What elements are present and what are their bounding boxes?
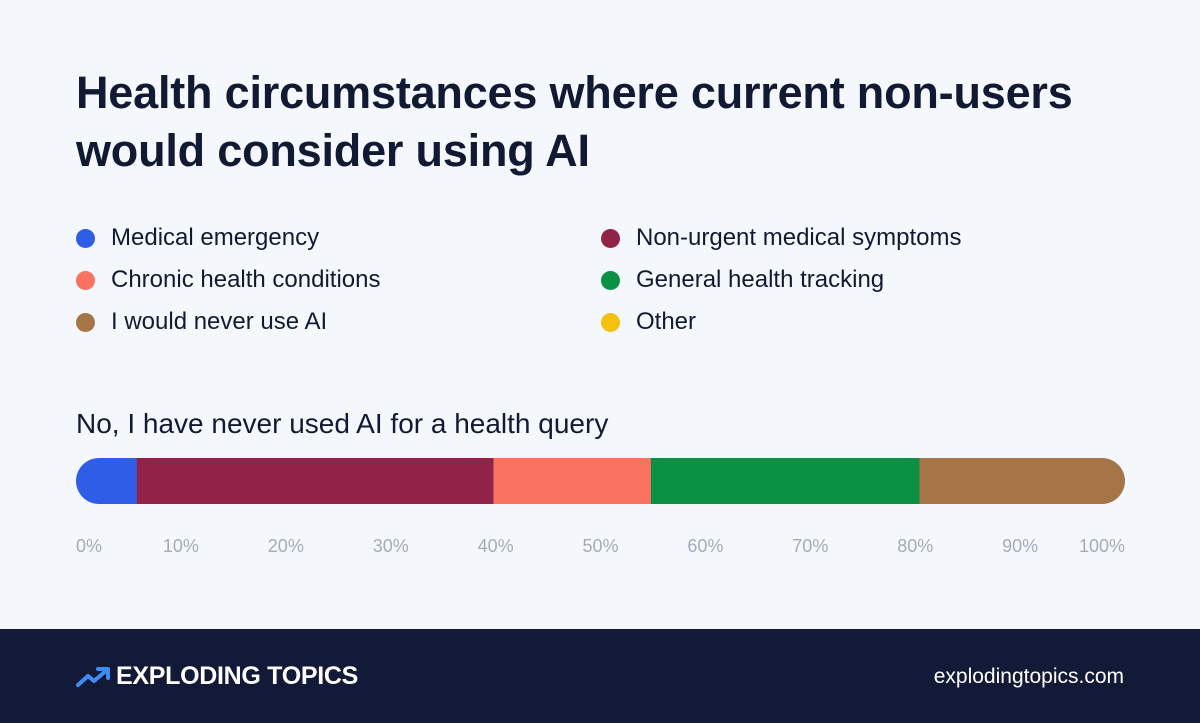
- x-tick-label: 70%: [792, 536, 829, 556]
- x-tick-label: 0%: [76, 536, 103, 556]
- x-tick-label: 10%: [162, 536, 199, 556]
- x-axis-ticks: 0% 10% 20% 30% 40% 50% 60% 70% 80% 90% 100%: [76, 536, 1125, 560]
- brand-name: EXPLODING TOPICS: [116, 662, 359, 690]
- bar-segment-non-urgent-medical-symptoms: [136, 458, 495, 504]
- legend-swatch: [76, 228, 95, 248]
- x-tick-label: 40%: [477, 536, 514, 556]
- bar-segment-i-would-never-use-ai: [919, 458, 1125, 504]
- x-tick-label: 30%: [372, 536, 409, 556]
- legend-label: General health tracking: [636, 266, 885, 293]
- x-tick-label: 50%: [582, 536, 619, 556]
- legend-swatch: [601, 270, 620, 290]
- website-link[interactable]: explodingtopics.com: [933, 665, 1124, 688]
- bar-category-label: No, I have never used AI for a health qu…: [76, 408, 609, 439]
- legend-item-general-health-tracking: General health tracking: [601, 266, 1126, 293]
- bar-segment-chronic-health-conditions: [493, 458, 652, 504]
- legend-swatch: [76, 312, 95, 332]
- bar-segment-medical-emergency: [76, 458, 138, 504]
- x-tick-label: 20%: [267, 536, 304, 556]
- legend-label: Medical emergency: [111, 224, 320, 251]
- trending-up-arrow-icon: [76, 666, 110, 687]
- legend-item-non-urgent-medical-symptoms: Non-urgent medical symptoms: [601, 224, 1126, 251]
- legend-swatch: [601, 228, 620, 248]
- legend-item-i-would-never-use-ai: I would never use AI: [76, 308, 601, 335]
- legend-item-other: Other: [601, 308, 1126, 335]
- legend-swatch: [601, 312, 620, 332]
- x-tick-label: 60%: [687, 536, 724, 556]
- legend-item-chronic-health-conditions: Chronic health conditions: [76, 266, 601, 293]
- legend-label: I would never use AI: [111, 308, 328, 335]
- stacked-bar-chart: [76, 458, 1125, 504]
- footer: EXPLODING TOPICS explodingtopics.com: [0, 629, 1200, 723]
- x-tick-label: 90%: [1002, 536, 1039, 556]
- legend-label: Chronic health conditions: [111, 266, 381, 293]
- legend-swatch: [76, 270, 95, 290]
- legend-item-medical-emergency: Medical emergency: [76, 224, 601, 251]
- chart-legend: Medical emergency Non-urgent medical symp…: [76, 224, 1136, 335]
- x-tick-label: 100%: [1079, 536, 1126, 556]
- brand-logo[interactable]: EXPLODING TOPICS: [76, 662, 358, 691]
- x-tick-label: 80%: [897, 536, 934, 556]
- legend-label: Other: [636, 308, 697, 335]
- bar-segment-general-health-tracking: [650, 458, 920, 504]
- legend-label: Non-urgent medical symptoms: [636, 224, 962, 251]
- chart-title: Health circumstances where current non-u…: [76, 67, 1073, 176]
